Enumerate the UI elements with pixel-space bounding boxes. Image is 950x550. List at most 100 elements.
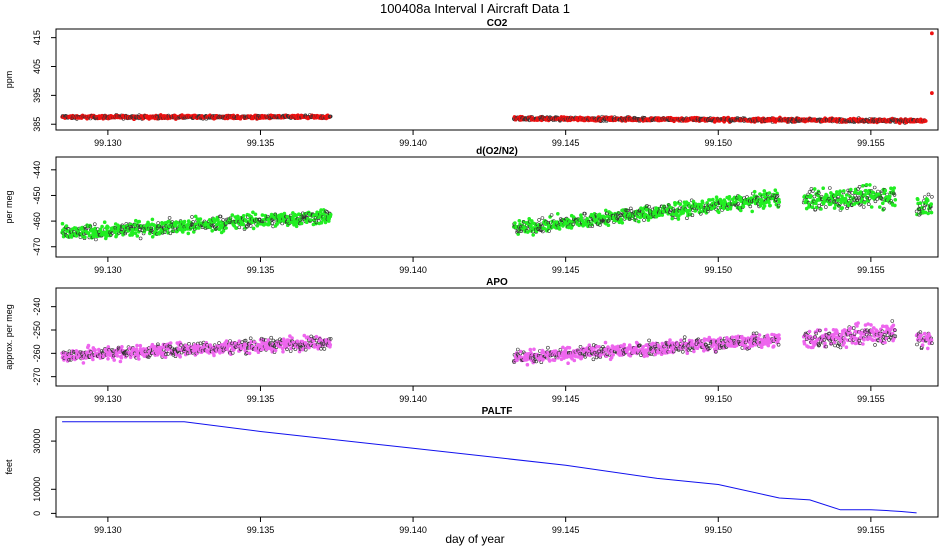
- data-point-apo: [567, 345, 572, 350]
- data-point-o2n2: [100, 224, 104, 229]
- data-point-apo: [682, 335, 687, 340]
- data-point-apo: [314, 334, 319, 339]
- data-point-o2n2: [845, 206, 849, 210]
- data-point-o2n2: [557, 227, 562, 231]
- y-tick-label-co2: 395: [32, 88, 42, 103]
- data-point-o2n2: [248, 224, 253, 228]
- data-point-o2n2: [224, 226, 228, 230]
- data-point-apo: [558, 347, 563, 352]
- data-point-apo: [273, 348, 278, 353]
- data-point-o2n2: [150, 217, 155, 222]
- data-point-o2n2: [857, 185, 862, 189]
- data-point-apo: [163, 355, 168, 360]
- data-point-o2n2: [839, 200, 844, 205]
- data-point-apo: [647, 338, 651, 343]
- data-point-o2n2: [929, 210, 934, 215]
- data-point-o2n2: [871, 190, 876, 195]
- data-point-o2n2: [236, 214, 240, 219]
- data-point-o2n2: [889, 186, 893, 191]
- data-point-apo: [176, 347, 181, 351]
- data-point-o2n2: [693, 209, 698, 213]
- data-point-apo: [561, 345, 565, 350]
- data-point-apo: [112, 358, 116, 362]
- data-point-apo: [690, 339, 694, 343]
- data-point-o2n2: [517, 219, 522, 223]
- x-tick-label-co2: 99.145: [552, 138, 580, 148]
- panel-title-o2n2: d(O2/N2): [476, 146, 518, 157]
- data-point-apo: [73, 357, 77, 362]
- data-point-o2n2: [868, 183, 872, 187]
- data-point-apo: [168, 341, 173, 345]
- x-tick-label-co2: 99.130: [94, 138, 122, 148]
- data-point-apo: [106, 356, 110, 361]
- outlier-point-co2: [929, 91, 934, 95]
- data-point-o2n2: [841, 189, 846, 193]
- data-point-o2n2: [812, 187, 817, 191]
- data-point-o2n2: [838, 189, 842, 193]
- data-point-apo: [138, 343, 143, 348]
- data-point-o2n2: [192, 230, 196, 234]
- data-point-o2n2: [537, 218, 541, 222]
- data-point-apo: [135, 343, 139, 348]
- data-point-o2n2: [603, 208, 608, 213]
- data-point-o2n2: [809, 194, 813, 198]
- data-point-o2n2: [925, 198, 930, 203]
- data-point-o2n2: [98, 227, 103, 232]
- data-point-o2n2: [861, 205, 866, 209]
- data-point-o2n2: [197, 226, 201, 230]
- data-point-o2n2: [642, 218, 646, 222]
- data-point-apo: [590, 346, 594, 350]
- data-point-o2n2: [299, 221, 304, 226]
- data-point-o2n2: [714, 195, 719, 199]
- x-tick-label-o2n2: 99.145: [552, 265, 580, 275]
- data-point-apo: [137, 357, 141, 361]
- data-point-apo: [269, 335, 274, 340]
- data-point-o2n2: [752, 189, 757, 194]
- data-point-o2n2: [631, 214, 636, 218]
- data-point-co2: [923, 119, 928, 123]
- data-point-o2n2: [167, 216, 172, 220]
- data-point-o2n2: [862, 200, 867, 205]
- data-point-apo: [271, 338, 276, 343]
- data-point-o2n2: [711, 197, 715, 202]
- outlier-point-co2: [929, 31, 934, 36]
- data-point-o2n2: [777, 200, 782, 204]
- data-point-o2n2: [531, 233, 536, 237]
- y-tick-label-co2: 415: [32, 30, 42, 45]
- data-point-apo: [682, 338, 687, 343]
- data-point-o2n2: [210, 229, 214, 233]
- data-point-o2n2: [241, 222, 246, 227]
- x-tick-label-apo: 99.145: [552, 394, 580, 404]
- data-point-o2n2: [116, 223, 120, 228]
- data-point-o2n2: [846, 203, 851, 207]
- data-point-o2n2: [636, 219, 641, 224]
- data-point-apo: [566, 361, 570, 366]
- y-tick-label-o2n2: -470: [32, 238, 42, 256]
- data-point-o2n2: [150, 235, 155, 239]
- data-point-o2n2: [676, 217, 681, 221]
- data-point-o2n2: [698, 210, 702, 214]
- x-tick-label-o2n2: 99.135: [247, 265, 275, 275]
- data-point-o2n2: [186, 231, 191, 236]
- data-point-o2n2: [174, 224, 178, 228]
- data-point-o2n2: [872, 185, 877, 190]
- data-point-o2n2: [750, 209, 755, 214]
- data-point-apo: [256, 350, 261, 355]
- data-point-o2n2: [102, 220, 107, 224]
- x-tick-label-apo: 99.135: [247, 394, 275, 404]
- data-point-o2n2: [864, 188, 868, 193]
- data-point-o2n2: [767, 191, 772, 195]
- x-tick-label-apo: 99.130: [94, 394, 122, 404]
- data-point-o2n2: [620, 221, 625, 225]
- data-point-o2n2: [892, 186, 897, 190]
- data-point-apo: [552, 358, 557, 363]
- data-point-o2n2: [685, 216, 689, 220]
- data-point-o2n2: [738, 208, 743, 213]
- data-point-o2n2: [251, 210, 255, 215]
- data-point-o2n2: [893, 203, 897, 208]
- data-point-apo: [218, 350, 222, 355]
- data-point-o2n2: [234, 226, 239, 230]
